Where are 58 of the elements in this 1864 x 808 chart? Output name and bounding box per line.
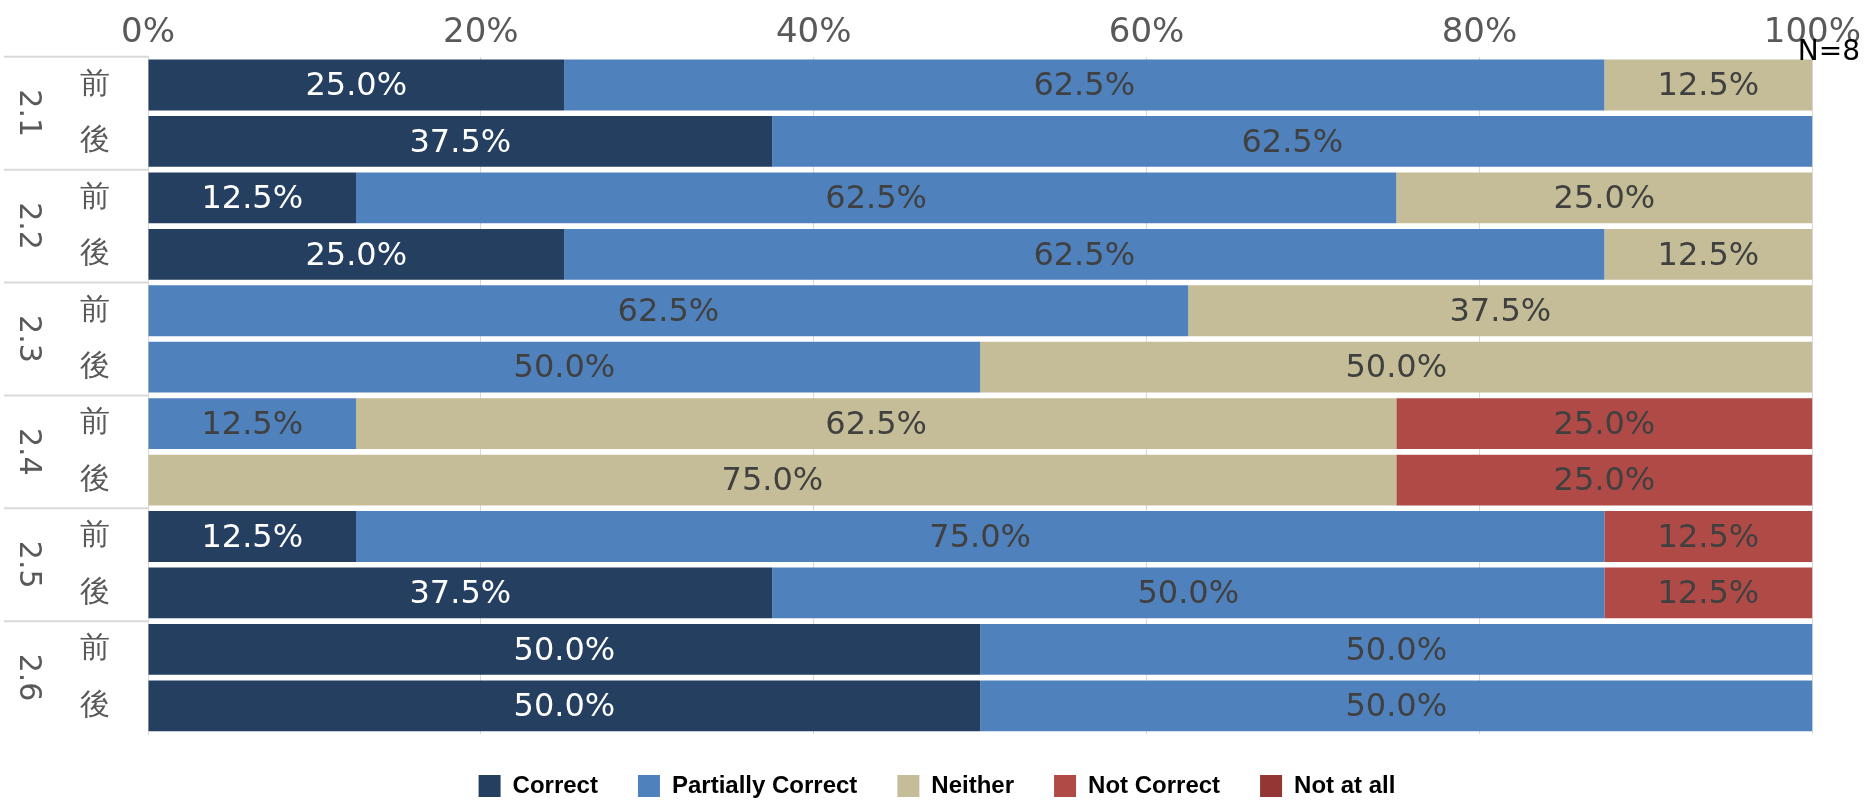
y-tick-label: 後 [80,121,110,157]
y-tick-label: 後 [80,572,110,608]
data-label: 50.0% [1345,347,1448,386]
data-label: 25.0% [305,65,408,104]
y-tick-label: 後 [80,459,110,495]
y-tick-label: 後 [80,234,110,270]
data-label: 12.5% [201,516,304,555]
x-tick-label: 20% [443,10,519,51]
data-label: 37.5% [409,573,512,612]
data-label: 62.5% [1033,65,1136,104]
y-tick-label: 前 [80,629,110,665]
legend-label: Partially Correct [671,770,858,798]
data-label: 50.0% [513,686,616,725]
data-label: 50.0% [513,347,616,386]
data-label: 62.5% [1241,121,1344,160]
text: 2.5 [13,540,49,589]
data-label: 12.5% [1657,516,1760,555]
data-label: 25.0% [305,234,408,273]
data-label: 12.5% [1657,234,1760,273]
y-tick-label: 前 [80,290,110,326]
data-label: 62.5% [617,291,720,330]
data-label: 50.0% [513,629,616,668]
data-label: 37.5% [1449,291,1552,330]
y-tick-label: 前 [80,64,110,100]
data-label: 62.5% [1033,234,1136,273]
text: 2.3 [13,315,49,363]
y-tick-label: 前 [80,403,110,439]
text: 2.6 [13,653,49,702]
data-label: 12.5% [1657,573,1760,612]
y-tick-label: 前 [80,177,110,213]
y-tick-label: 後 [80,346,110,382]
x-tick-label: 0% [121,10,175,51]
data-label: 12.5% [201,403,304,442]
legend-label: Not Correct [1088,770,1221,798]
data-label: 50.0% [1345,629,1448,668]
data-label: 12.5% [201,178,304,217]
legend-label: Not at all [1294,770,1396,798]
text: 2.4 [13,427,49,476]
data-label: 25.0% [1553,460,1656,499]
data-label: 75.0% [721,460,824,499]
data-label: 12.5% [1657,65,1760,104]
data-label: 37.5% [409,121,512,160]
data-label: 62.5% [825,403,927,442]
data-label: 62.5% [825,178,927,217]
data-label: 75.0% [929,516,1032,555]
data-label: 25.0% [1553,178,1656,217]
legend-label: Neither [931,770,1015,798]
x-tick-label: 40% [775,10,852,51]
data-label: 25.0% [1553,403,1656,442]
y-tick-label: 前 [80,516,110,552]
legend-label: Correct [512,770,598,798]
text: 2.2 [13,202,49,250]
y-tick-label: 後 [80,685,110,721]
x-tick-label: 80% [1441,10,1518,51]
text: 2.1 [13,89,49,138]
data-label: 50.0% [1137,573,1240,612]
x-tick-label: 60% [1108,10,1185,51]
data-label: 50.0% [1345,686,1448,725]
